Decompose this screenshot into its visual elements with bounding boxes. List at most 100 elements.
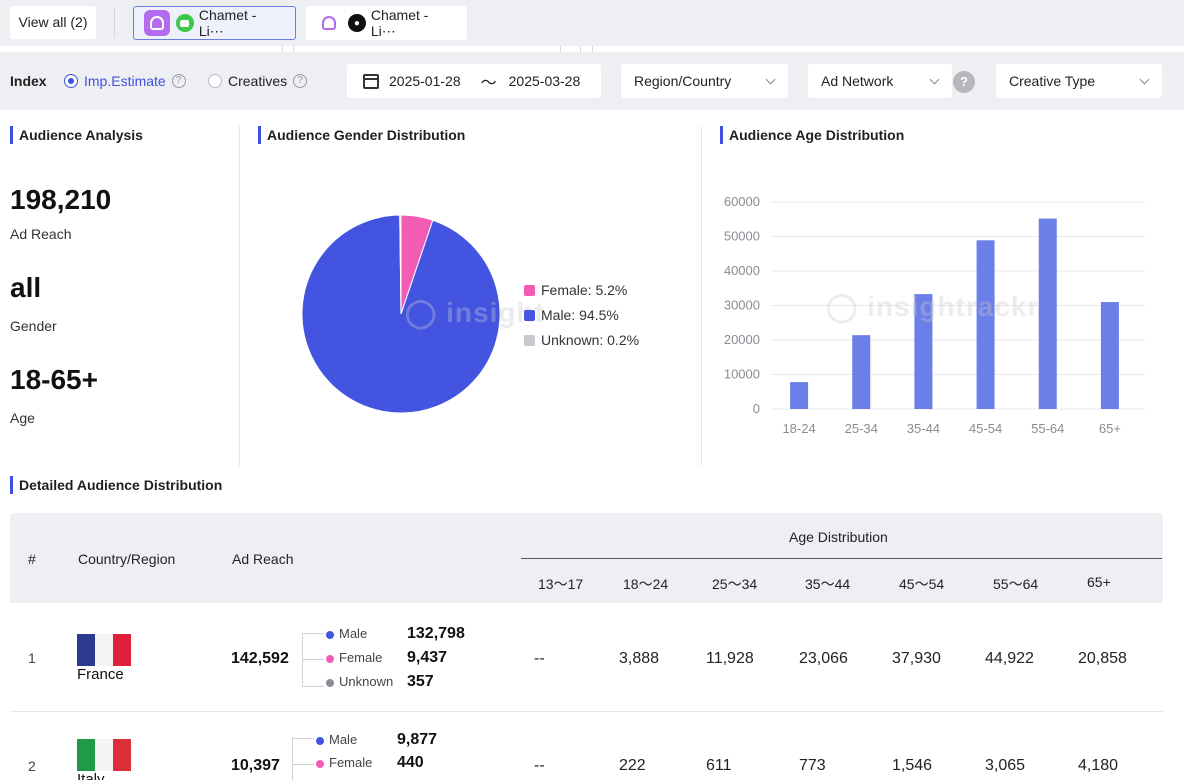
select-label: Creative Type: [1009, 73, 1096, 89]
chevron-down-icon: [1139, 74, 1150, 85]
table-header: # Country/Region Ad Reach Age Distributi…: [10, 513, 1163, 603]
bracket-tick: [292, 764, 314, 765]
date-range-picker[interactable]: 2025-01-28 〜 2025-03-28: [347, 64, 601, 98]
x-tick-label: 25-34: [845, 421, 878, 436]
pie-slice-unknown[interactable]: [399, 214, 402, 315]
ad-network-select[interactable]: Ad Network: [808, 64, 952, 98]
help-circle-icon[interactable]: ?: [171, 74, 186, 88]
view-all-button[interactable]: View all (2): [10, 6, 96, 39]
header-rank: #: [28, 551, 36, 567]
age-13-17-value: --: [534, 757, 545, 774]
bar-25-34[interactable]: [852, 335, 871, 409]
y-tick-label: 20000: [724, 332, 760, 347]
age-65-plus-value: 4,180: [1078, 757, 1119, 774]
x-tick-label: 45-54: [969, 421, 1002, 436]
row-ad-reach: 142,592: [231, 650, 289, 667]
legend-label: Male: 94.5%: [541, 307, 619, 323]
age-45-54-value: 1,546: [892, 757, 933, 774]
radio-imp-estimate[interactable]: Imp.Estimate ?: [64, 73, 186, 89]
bar-18-24[interactable]: [790, 382, 809, 409]
date-separator: 〜: [480, 75, 497, 92]
age-25-34-value: 11,928: [706, 650, 754, 667]
header-age-13-17: 13〜17: [538, 576, 584, 592]
divider: [560, 46, 561, 52]
gender-bracket: [292, 738, 293, 780]
x-tick-label: 35-44: [907, 421, 940, 436]
section-divider: [701, 126, 702, 466]
row-rank: 2: [28, 758, 36, 774]
date-end: 2025-03-28: [508, 73, 581, 89]
country-name: Italy: [77, 771, 105, 780]
header-age-45-54: 45〜54: [899, 576, 945, 592]
detailed-distribution-title: Detailed Audience Distribution: [10, 476, 222, 494]
bar-45-54[interactable]: [976, 240, 995, 409]
bracket-tick: [302, 633, 324, 634]
age-45-54-value: 37,930: [892, 650, 941, 667]
table-row[interactable]: 2 Italy 10,397 Male 9,877 Female 440 -- …: [10, 712, 1163, 780]
watermark: ◯ insightrackr: [826, 291, 1040, 322]
france-flag-icon: [77, 634, 131, 666]
header-divider: [521, 558, 1162, 559]
bar-65+[interactable]: [1100, 302, 1119, 409]
divider: [580, 46, 581, 52]
bar-55-64[interactable]: [1038, 218, 1057, 409]
app-tab-android[interactable]: Chamet - Li⋯: [133, 6, 296, 40]
x-tick-label: 55-64: [1031, 421, 1064, 436]
app-tab-label: Chamet - Li⋯: [198, 6, 257, 39]
chamet-app-icon: [144, 10, 170, 36]
bar-35-44[interactable]: [914, 294, 933, 409]
radio-unselected-icon: [208, 74, 222, 88]
help-circle-icon[interactable]: ?: [293, 74, 308, 88]
region-country-select[interactable]: Region/Country: [621, 64, 788, 98]
gender-distribution-title: Audience Gender Distribution: [258, 126, 465, 144]
app-tab-label: Chamet - Li⋯: [370, 6, 429, 39]
male-value: 132,798: [407, 625, 465, 642]
header-country: Country/Region: [78, 551, 176, 567]
tab-divider: [114, 8, 115, 38]
divider: [282, 46, 283, 52]
age-55-64-value: 44,922: [985, 650, 1034, 667]
x-tick-label: 65+: [1099, 421, 1121, 436]
male-value: 9,877: [397, 731, 438, 748]
radio-creatives[interactable]: Creatives ?: [208, 73, 308, 89]
y-tick-label: 60000: [724, 194, 760, 209]
bracket-tick: [292, 738, 314, 739]
help-button[interactable]: ?: [953, 71, 975, 93]
legend-swatch: [524, 284, 535, 296]
chevron-down-icon: [929, 74, 940, 85]
header-age-65-plus: 65+: [1087, 574, 1111, 590]
ad-reach-value: 198,210: [10, 184, 112, 215]
android-icon: [175, 14, 194, 32]
y-tick-label: 40000: [724, 263, 760, 278]
age-25-34-value: 611: [706, 757, 732, 774]
unknown-value: 357: [407, 673, 434, 690]
age-18-24-value: 3,888: [619, 650, 660, 667]
female-value: 9,437: [407, 649, 448, 666]
audience-analysis-title: Audience Analysis: [10, 126, 143, 144]
chevron-down-icon: [765, 74, 776, 85]
creative-type-select[interactable]: Creative Type: [996, 64, 1162, 98]
gender-pie-chart: [301, 214, 501, 414]
bracket-tick: [302, 659, 324, 660]
header-age-18-24: 18〜24: [623, 576, 669, 592]
divider: [293, 46, 294, 52]
app-tab-ios[interactable]: ● Chamet - Li⋯: [306, 6, 467, 40]
header-age-55-64: 55〜64: [993, 576, 1039, 592]
radio-selected-icon: [64, 74, 78, 88]
row-divider: [10, 711, 1163, 712]
age-18-24-value: 222: [619, 757, 646, 774]
watermark: ◯ insight: [405, 297, 545, 328]
male-label: Male: [339, 626, 368, 641]
male-label: Male: [329, 732, 358, 747]
select-label: Ad Network: [821, 73, 894, 89]
ad-reach-label: Ad Reach: [10, 226, 72, 242]
radio-label: Creatives: [228, 73, 288, 89]
audience-table: # Country/Region Ad Reach Age Distributi…: [10, 513, 1163, 780]
age-distribution-title: Audience Age Distribution: [720, 126, 904, 144]
age-35-44-value: 23,066: [799, 650, 848, 667]
gender-label: Gender: [10, 318, 57, 334]
age-label: Age: [10, 410, 35, 426]
table-row[interactable]: 1 France 142,592 Male 132,798 Female 9,4…: [10, 603, 1163, 711]
country-name: France: [77, 666, 124, 683]
female-label: Female: [339, 650, 383, 665]
